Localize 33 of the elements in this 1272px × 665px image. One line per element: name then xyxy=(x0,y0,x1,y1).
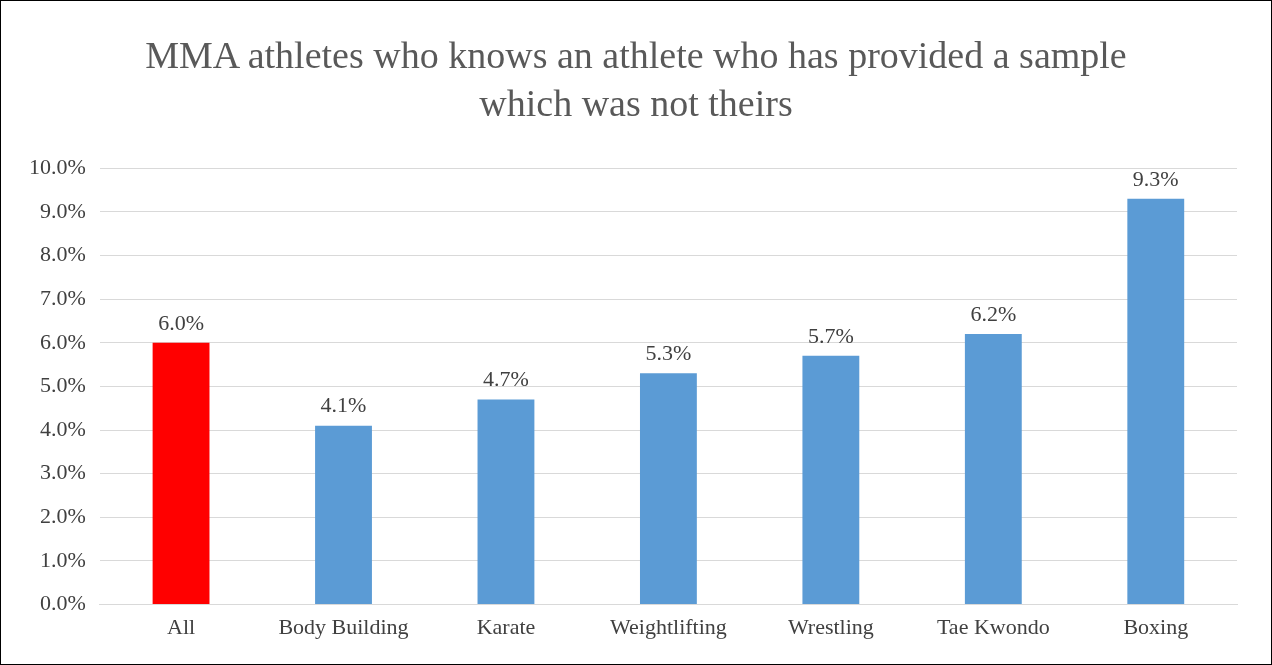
y-tick-label: 5.0% xyxy=(40,372,86,398)
y-tick-label: 8.0% xyxy=(40,241,86,267)
y-tick-label: 6.0% xyxy=(40,328,86,354)
data-label: 6.0% xyxy=(158,309,204,335)
x-tick-label: Karate xyxy=(476,613,536,639)
data-label: 6.2% xyxy=(970,300,1017,326)
y-tick-label: 10.0% xyxy=(29,153,86,179)
x-tick-label: Weightlifting xyxy=(610,613,727,639)
y-tick-label: 1.0% xyxy=(40,546,86,572)
bar xyxy=(477,399,535,605)
bar xyxy=(152,342,210,605)
x-tick-label: Wrestling xyxy=(787,613,874,639)
x-tick-label: Body Building xyxy=(278,613,409,639)
y-tick-label: 0.0% xyxy=(40,590,86,616)
data-label: 5.3% xyxy=(645,340,692,366)
x-tick-label: Tae Kwondo xyxy=(936,613,1050,639)
bar xyxy=(1127,198,1185,605)
data-label: 4.1% xyxy=(320,392,367,418)
y-tick-label: 4.0% xyxy=(40,415,86,441)
y-tick-label: 9.0% xyxy=(40,197,86,223)
x-tick-label: All xyxy=(166,613,196,639)
x-tick-label: Boxing xyxy=(1123,613,1189,639)
data-label: 9.3% xyxy=(1132,165,1179,191)
bar xyxy=(802,355,860,605)
bar xyxy=(964,334,1022,605)
chart-title: MMA athletes who knows an athlete who has provided a sample which was not theirs xyxy=(144,33,1128,126)
y-tick-label: 3.0% xyxy=(40,459,86,485)
y-tick-label: 7.0% xyxy=(40,284,86,310)
data-label: 5.7% xyxy=(807,322,854,348)
y-tick-label: 2.0% xyxy=(40,503,86,529)
data-label: 4.7% xyxy=(483,366,529,392)
bar xyxy=(639,373,697,605)
bar xyxy=(315,425,372,605)
